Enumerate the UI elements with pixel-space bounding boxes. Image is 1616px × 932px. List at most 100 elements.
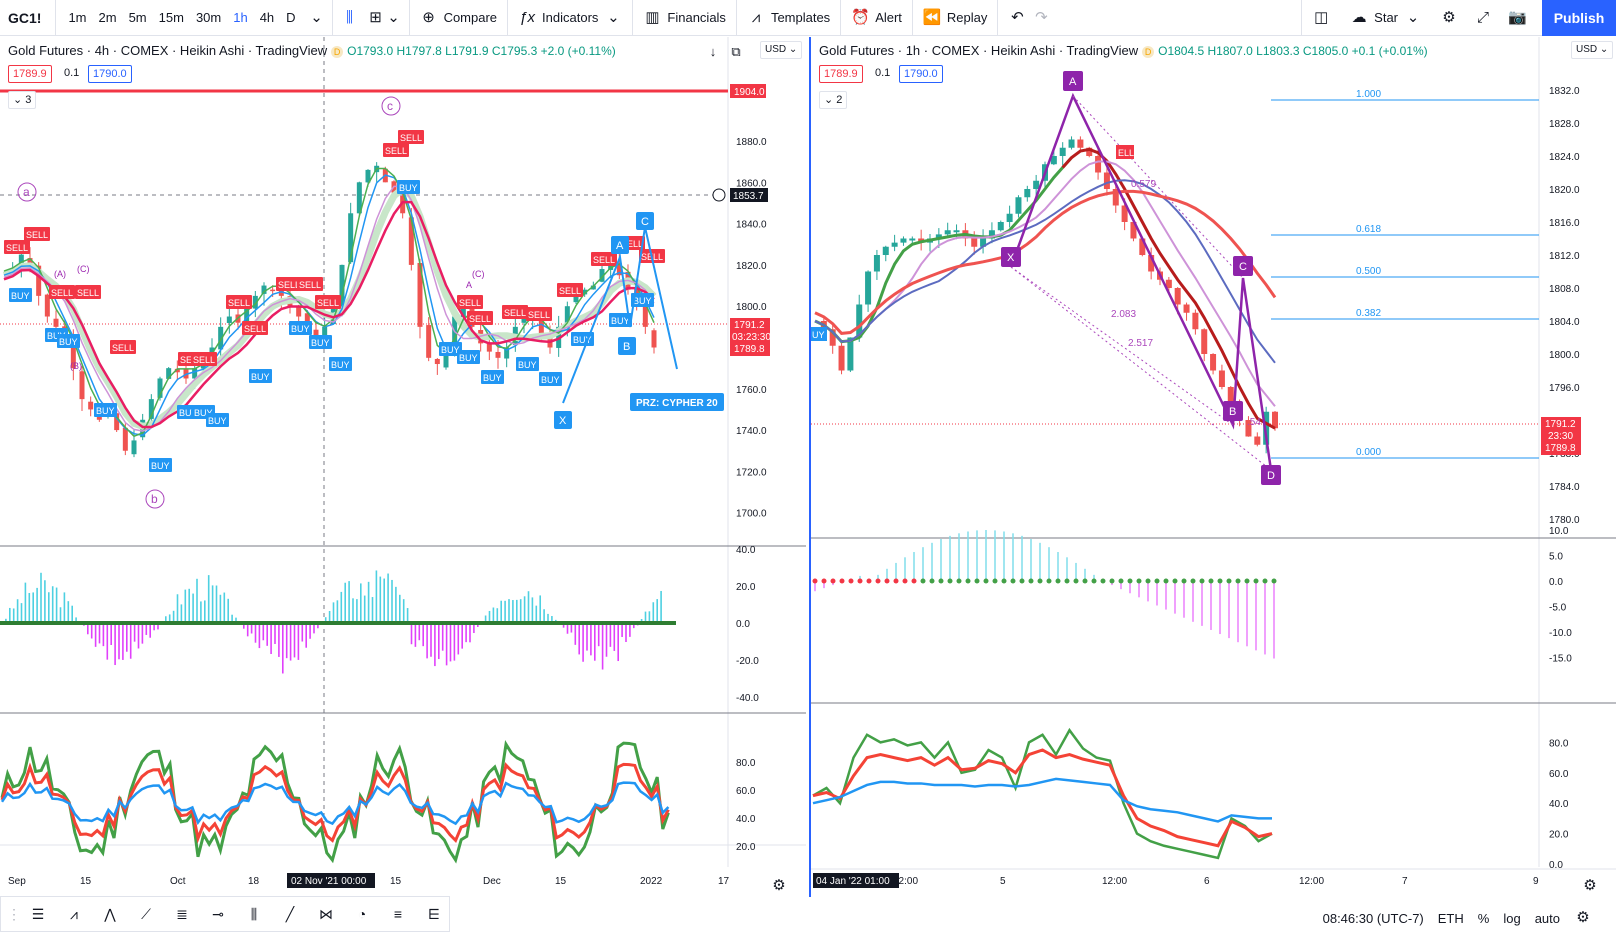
elliott-impulse-icon[interactable]: ⋀ bbox=[104, 906, 116, 922]
financials-button[interactable]: ▥ Financials bbox=[633, 0, 737, 36]
right-bid-box[interactable]: 1789.9 bbox=[819, 65, 863, 83]
interval-5m[interactable]: 5m bbox=[128, 10, 147, 25]
elliott-wave-icon[interactable]: ⩘ bbox=[70, 906, 78, 922]
time-cursor-label: 02 Nov '21 00:00 bbox=[291, 876, 367, 887]
candle-body bbox=[935, 234, 942, 239]
candle-body bbox=[148, 399, 154, 419]
compare-button[interactable]: ⊕ Compare bbox=[410, 0, 509, 36]
pitchfork-icon[interactable]: ☰ bbox=[31, 906, 45, 922]
trend-line-icon[interactable]: ⟋ bbox=[141, 906, 151, 922]
arrow-down-icon[interactable]: ↓ bbox=[709, 44, 717, 59]
crosshair-price-bg bbox=[730, 188, 768, 202]
candle-type-icon[interactable]: ⊞ bbox=[369, 8, 382, 26]
right-ask-box[interactable]: 1790.0 bbox=[899, 65, 943, 83]
log-toggle[interactable]: log bbox=[1503, 910, 1521, 926]
zero-dot bbox=[1010, 578, 1016, 584]
chevron-down-icon[interactable]: ⌄ bbox=[310, 8, 323, 26]
stoch-tick: 60.0 bbox=[736, 786, 756, 797]
top-toolbar: GC1! 1m 2m 5m 15m 30m 1h 4h D ⌄ ⫼ ⊞ ⌄ ⊕ Compare … bbox=[0, 0, 1616, 36]
price-tick: 1812.0 bbox=[1549, 251, 1580, 262]
replay-button[interactable]: ⏪ Replay bbox=[913, 0, 999, 36]
templates-button[interactable]: ⩘ Templates bbox=[737, 0, 842, 36]
camera-icon[interactable]: 📷 bbox=[1508, 8, 1527, 26]
price-tick: 1700.0 bbox=[736, 509, 767, 520]
wave-label: b bbox=[151, 492, 158, 506]
horizontal-ray-icon[interactable]: ⊸ bbox=[212, 906, 224, 922]
ac-ratio-line bbox=[1072, 95, 1244, 279]
indicators-button[interactable]: ƒx Indicators ⌄ bbox=[508, 0, 634, 36]
interval-2m[interactable]: 2m bbox=[98, 10, 117, 25]
fib-extension-icon[interactable]: ⋿ bbox=[427, 906, 441, 922]
settings-gear-icon[interactable]: ⚙ bbox=[1583, 877, 1597, 894]
chevron-down-icon[interactable]: ⌄ bbox=[607, 8, 620, 26]
interval-4h[interactable]: 4h bbox=[259, 10, 275, 25]
sell-signal-label: SELL bbox=[193, 355, 215, 365]
price-tick: 1804.0 bbox=[1549, 317, 1580, 328]
harmonic-point-label: B bbox=[623, 341, 630, 353]
auto-toggle[interactable]: auto bbox=[1534, 910, 1560, 926]
alert-button[interactable]: ⏰ Alert bbox=[841, 0, 913, 36]
maximize-icon[interactable]: ⧉ bbox=[731, 44, 741, 59]
cypher-pattern bbox=[562, 226, 678, 404]
drag-handle-icon[interactable]: ⋮ bbox=[7, 906, 21, 922]
price-tick: 1740.0 bbox=[736, 426, 767, 437]
interval-15m[interactable]: 15m bbox=[158, 10, 184, 25]
zero-dot bbox=[929, 578, 935, 584]
chevron-down-icon[interactable]: ⌄ bbox=[1406, 8, 1420, 26]
right-chart[interactable]: 1832.0 1828.0 1824.0 1820.0 1816.0 1812.0 1808… bbox=[809, 37, 1616, 897]
clock-readout[interactable]: 08:46:30 (UTC-7) bbox=[1322, 910, 1424, 926]
gann-fan-icon[interactable]: ◔ bbox=[357, 906, 367, 922]
candle-body bbox=[183, 368, 189, 379]
xabcd-pattern-icon[interactable]: ⋈ bbox=[319, 906, 333, 922]
left-chart-canvas[interactable]: 1880.01860.01840.01820.01800.01780.01760… bbox=[0, 37, 806, 897]
time-cursor-bg bbox=[287, 873, 375, 888]
osc-tick: 5.0 bbox=[1549, 552, 1563, 563]
zero-dot bbox=[947, 578, 953, 584]
undo-icon[interactable]: ↶ bbox=[1011, 8, 1024, 26]
fib-retracement-icon[interactable]: ≡ bbox=[393, 906, 403, 922]
gear-icon[interactable]: ⚙ bbox=[1442, 8, 1456, 26]
sell-signal-bg bbox=[297, 277, 323, 291]
buy-signal-label: BUY bbox=[483, 373, 502, 383]
publish-button[interactable]: Publish bbox=[1542, 0, 1616, 36]
candle-body bbox=[1227, 387, 1234, 404]
interval-1m[interactable]: 1m bbox=[68, 10, 87, 25]
left-collapse-button[interactable]: ⌄ 3 bbox=[8, 91, 37, 109]
redo-icon[interactable]: ↷ bbox=[1035, 8, 1048, 26]
buy-signal-bg bbox=[94, 403, 117, 417]
right-collapse-button[interactable]: ⌄ 2 bbox=[819, 91, 848, 109]
bar-style-icon[interactable]: ⫼ bbox=[346, 8, 354, 26]
left-ask-box[interactable]: 1790.0 bbox=[88, 65, 132, 83]
sell-signal-label: SELL bbox=[385, 146, 407, 156]
interval-D[interactable]: D bbox=[286, 10, 296, 25]
candle-body bbox=[1148, 255, 1155, 272]
right-currency-button[interactable]: USD ⌄ bbox=[1571, 41, 1614, 59]
candle-body bbox=[460, 306, 466, 318]
star-button[interactable]: ☁ Star ⌄ bbox=[1340, 0, 1432, 36]
interval-30m[interactable]: 30m bbox=[195, 10, 222, 25]
long-position-icon[interactable]: ⫼ bbox=[250, 906, 258, 922]
left-bid-box[interactable]: 1789.9 bbox=[8, 65, 52, 83]
percent-toggle[interactable]: % bbox=[1477, 910, 1490, 926]
settings-gear-icon[interactable]: ⚙ bbox=[772, 877, 786, 894]
interval-1h[interactable]: 1h bbox=[233, 10, 248, 25]
left-currency-button[interactable]: USD ⌄ bbox=[760, 41, 803, 59]
layout-icon[interactable]: ◫ bbox=[1314, 8, 1329, 26]
harmonic-point-bg bbox=[611, 236, 629, 254]
price-tick: 1800.0 bbox=[736, 302, 767, 313]
chevron-down-icon[interactable]: ⌄ bbox=[387, 8, 400, 26]
candle-body bbox=[339, 264, 345, 310]
right-ohlc: O1804.5 H1807.0 L1803.3 C1805.0 +0.1 (+0… bbox=[1158, 44, 1428, 58]
right-chart-canvas[interactable]: 1832.0 1828.0 1824.0 1820.0 1816.0 1812.0 1808… bbox=[811, 37, 1616, 897]
symbol-search[interactable]: GC1! bbox=[0, 0, 57, 36]
ray-icon[interactable]: ╱ bbox=[285, 906, 295, 922]
sell-signal-label: SELL bbox=[459, 298, 481, 308]
settings-gear-icon[interactable]: ⚙ bbox=[1576, 909, 1590, 926]
session-toggle[interactable]: ETH bbox=[1437, 910, 1464, 926]
fullscreen-icon[interactable]: ⤢ bbox=[1476, 8, 1489, 26]
left-chart[interactable]: 1880.01860.01840.01820.01800.01780.01760… bbox=[0, 37, 806, 897]
osc-tick: -10.0 bbox=[1549, 628, 1572, 639]
parallel-channel-icon[interactable]: ≣ bbox=[176, 906, 188, 922]
delay-dot-icon: D bbox=[331, 46, 344, 58]
sell-signal-bg bbox=[467, 311, 493, 325]
